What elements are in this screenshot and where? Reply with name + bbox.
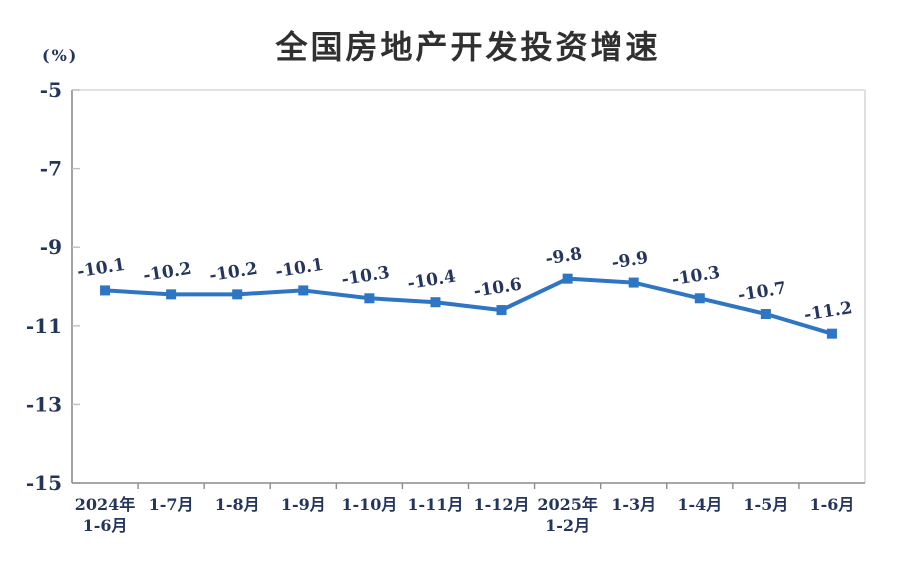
y-tick-label: -13 <box>26 392 62 416</box>
series-line <box>103 276 834 336</box>
x-tick-label: 1-6月 <box>809 495 854 514</box>
x-tick-label: 1-10月 <box>341 495 397 514</box>
data-point-marker <box>100 285 111 296</box>
x-tick-label: 1-3月 <box>611 495 656 514</box>
data-label: -10.2 <box>142 259 193 286</box>
data-label: -10.4 <box>406 267 457 294</box>
x-axis: 2024年 1-6月 1-7月 1-8月 1-9月 1-10月 1-11月 1-12月 2025… <box>72 482 865 535</box>
data-point-marker <box>232 289 243 300</box>
plot-border <box>72 89 866 483</box>
x-tick-label: 1-11月 <box>407 495 463 514</box>
data-label: -9.8 <box>544 244 583 269</box>
data-point-marker <box>628 277 639 288</box>
data-point-marker <box>826 328 837 339</box>
series-polyline <box>103 276 834 336</box>
data-label: -10.3 <box>671 263 722 290</box>
data-point-marker <box>496 305 507 316</box>
data-label: -10.1 <box>274 255 325 282</box>
y-axis: -5 -7 -9 -11 -13 -15 <box>26 78 80 495</box>
data-label: -10.1 <box>76 255 127 282</box>
x-tick-label: 2025年 1-2月 <box>537 495 598 535</box>
x-tick-label: 1-7月 <box>149 495 194 514</box>
data-point-marker <box>694 293 705 304</box>
data-point-marker <box>364 293 375 304</box>
data-label: -10.6 <box>472 274 523 301</box>
y-tick-label: -9 <box>40 235 62 259</box>
data-point-marker <box>760 309 771 320</box>
data-labels: -10.1 -10.2 -10.2 -10.1 -10.3 -10.4 -10.6 -9.8 -… <box>76 244 854 325</box>
data-point-marker <box>298 285 309 296</box>
x-tick-label: 1-12月 <box>474 495 530 514</box>
y-axis-unit-label: (%) <box>42 46 79 65</box>
chart-title: 全国房地产开发投资增速 <box>275 28 661 66</box>
data-point-marker <box>430 297 441 308</box>
data-label: -9.9 <box>610 248 649 273</box>
x-tick-label: 1-5月 <box>743 495 788 514</box>
data-label: -10.2 <box>208 259 259 286</box>
y-tick-label: -15 <box>26 471 62 495</box>
data-label: -10.7 <box>737 278 788 305</box>
data-point-marker <box>562 273 573 284</box>
x-tick-label: 2024年 1-6月 <box>75 495 136 535</box>
y-tick-label: -7 <box>40 157 62 181</box>
data-label: -11.2 <box>803 298 854 325</box>
y-tick-label: -5 <box>40 78 62 102</box>
data-point-marker <box>166 289 177 300</box>
data-label: -10.3 <box>340 263 391 290</box>
y-tick-label: -11 <box>26 314 62 338</box>
series-markers <box>100 273 837 339</box>
x-tick-label: 1-9月 <box>281 495 326 514</box>
x-tick-label: 1-8月 <box>215 495 260 514</box>
x-tick-label: 1-4月 <box>677 495 722 514</box>
